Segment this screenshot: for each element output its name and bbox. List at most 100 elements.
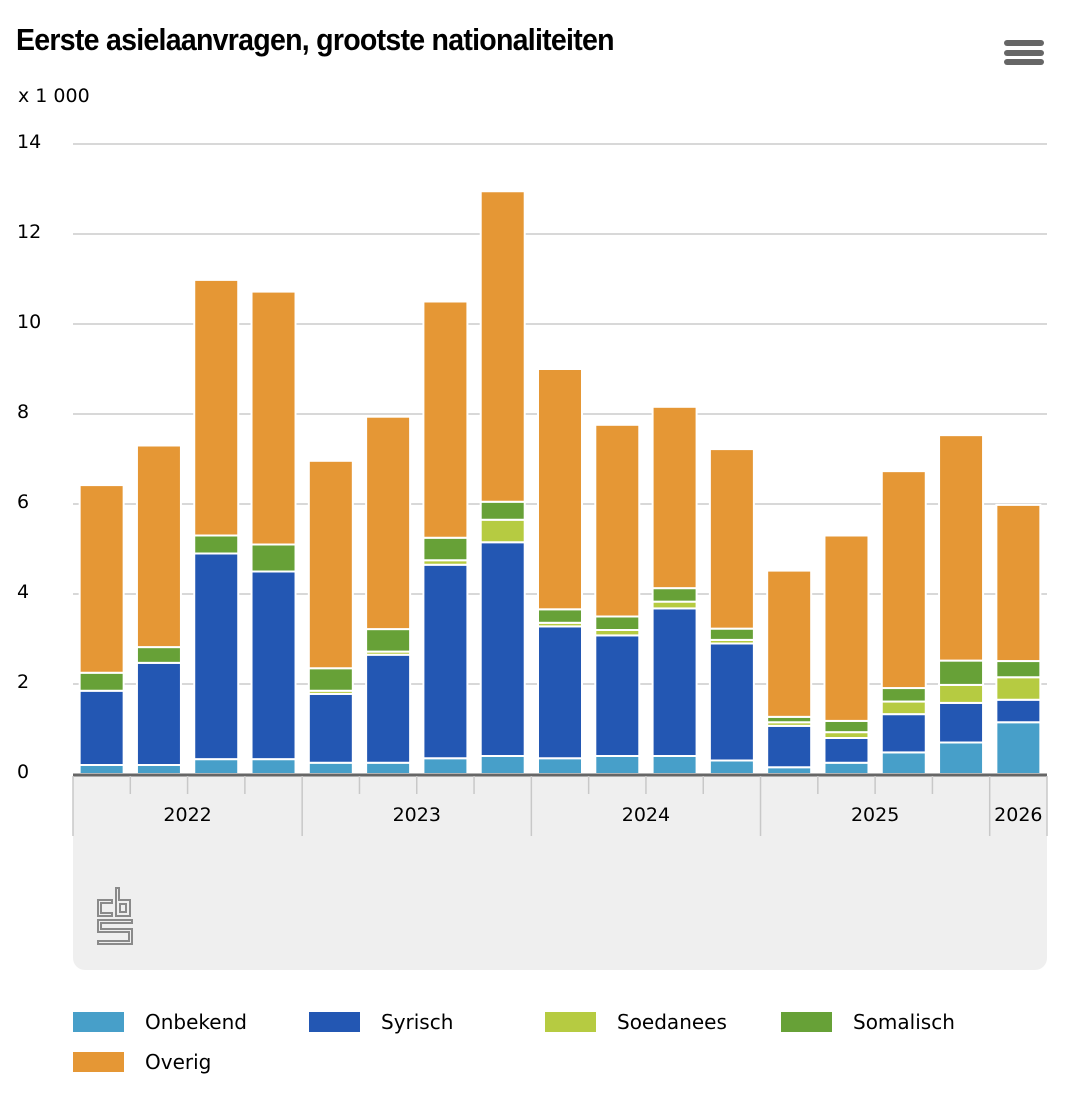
bar-stack[interactable] [880,470,927,776]
bar-segment-somalisch[interactable] [594,615,641,631]
bar-segment-syrisch[interactable] [708,642,755,762]
bar-segment-syrisch[interactable] [135,661,182,766]
bar-stack[interactable] [766,569,813,775]
bar-segment-syrisch[interactable] [537,625,583,760]
bar-segment-onbekend[interactable] [995,721,1042,775]
bar-segment-onbekend[interactable] [135,764,182,775]
bar-segment-overig[interactable] [250,290,297,546]
bar-segment-onbekend[interactable] [537,757,583,775]
bar-segment-onbekend[interactable] [651,755,698,775]
bar-segment-onbekend[interactable] [78,764,125,775]
bar-segment-somalisch[interactable] [938,659,985,686]
bar-segment-overig[interactable] [193,278,240,537]
bar-segment-onbekend[interactable] [479,755,526,775]
bar-segment-overig[interactable] [651,405,698,590]
bar-stack[interactable] [537,368,583,775]
bar-stack[interactable] [250,290,297,776]
bar-segment-overig[interactable] [422,300,469,539]
bar-segment-onbekend[interactable] [250,758,297,776]
bar-segment-syrisch[interactable] [307,692,354,764]
bar-segment-somalisch[interactable] [479,500,526,521]
bar-segment-onbekend[interactable] [594,755,641,775]
legend-item-onbekend[interactable]: Onbekend [73,1010,247,1034]
bar-segment-onbekend[interactable] [938,741,985,775]
bar-stack[interactable] [365,415,412,775]
bar-segment-syrisch[interactable] [78,689,125,766]
bar-stack[interactable] [193,278,240,776]
bar-segment-syrisch[interactable] [995,698,1042,724]
bar-segment-somalisch[interactable] [708,627,755,641]
bar-segment-syrisch[interactable] [766,724,813,769]
bar-segment-syrisch[interactable] [594,634,641,758]
bar-segment-soedanees[interactable] [479,518,526,544]
legend-item-soedanees[interactable]: Soedanees [545,1010,727,1034]
bar-segment-syrisch[interactable] [479,541,526,757]
bar-segment-syrisch[interactable] [651,607,698,758]
bar-segment-overig[interactable] [995,503,1042,663]
bar-segment-overig[interactable] [307,459,354,670]
bar-segment-somalisch[interactable] [537,608,583,624]
bar-segment-onbekend[interactable] [708,759,755,775]
bar-segment-overig[interactable] [135,444,182,649]
bar-segment-somalisch[interactable] [135,646,182,664]
bar-segment-onbekend[interactable] [823,761,870,775]
bar-segment-onbekend[interactable] [422,757,469,775]
bar-segment-overig[interactable] [708,448,755,630]
bar-segment-soedanees[interactable] [938,683,985,704]
bar-segment-overig[interactable] [880,470,927,690]
bar-stack[interactable] [135,444,182,775]
hamburger-menu-icon[interactable] [1004,40,1044,72]
bar-segment-onbekend[interactable] [193,758,240,776]
legend-label: Overig [145,1050,212,1074]
bar-segment-somalisch[interactable] [365,628,412,653]
bar-segment-soedanees[interactable] [995,676,1042,701]
bar-segment-syrisch[interactable] [938,701,985,744]
bar-stack[interactable] [422,300,469,775]
bar-segment-syrisch[interactable] [880,713,927,754]
bar-segment-somalisch[interactable] [78,671,125,692]
bar-segment-overig[interactable] [938,434,985,662]
legend-label: Syrisch [381,1010,454,1034]
bar-segment-overig[interactable] [479,190,526,503]
bar-stack[interactable] [651,405,698,775]
bar-stack[interactable] [995,503,1042,775]
legend-swatch [73,1012,124,1032]
bar-segment-overig[interactable] [766,569,813,718]
bar-segment-onbekend[interactable] [880,751,927,776]
bar-stack[interactable] [823,534,870,775]
bar-stack[interactable] [708,448,755,775]
bar-segment-onbekend[interactable] [307,761,354,775]
x-axis-panel [73,775,1047,970]
legend-item-overig[interactable]: Overig [73,1050,211,1074]
bar-stack[interactable] [78,484,125,775]
bar-segment-somalisch[interactable] [651,587,698,603]
bar-stack[interactable] [938,434,985,775]
bar-stack[interactable] [594,423,641,775]
bar-segment-overig[interactable] [537,368,583,611]
bar-segment-somalisch[interactable] [995,660,1042,679]
bar-segment-somalisch[interactable] [193,534,240,555]
bar-segment-soedanees[interactable] [651,600,698,610]
bar-stack[interactable] [307,459,354,775]
legend-item-syrisch[interactable]: Syrisch [309,1010,453,1034]
bar-segment-somalisch[interactable] [823,719,870,734]
bar-segment-somalisch[interactable] [422,536,469,562]
bar-segment-somalisch[interactable] [307,667,354,692]
bar-segment-syrisch[interactable] [250,570,297,761]
bar-segment-overig[interactable] [78,484,125,674]
bar-segment-syrisch[interactable] [823,737,870,764]
bar-segment-syrisch[interactable] [193,552,240,761]
chart-title: Eerste asielaanvragen, grootste national… [16,22,615,57]
bar-segment-onbekend[interactable] [365,761,412,775]
bar-segment-somalisch[interactable] [250,543,297,573]
bar-segment-syrisch[interactable] [365,653,412,764]
bar-segment-soedanees[interactable] [880,700,927,716]
legend-item-somalisch[interactable]: Somalisch [781,1010,955,1034]
bar-segment-onbekend[interactable] [766,766,813,775]
bar-segment-syrisch[interactable] [422,563,469,760]
bar-segment-overig[interactable] [594,423,641,618]
bar-segment-somalisch[interactable] [880,687,927,703]
bar-stack[interactable] [479,190,526,775]
bar-segment-overig[interactable] [823,534,870,722]
bar-segment-overig[interactable] [365,415,412,631]
